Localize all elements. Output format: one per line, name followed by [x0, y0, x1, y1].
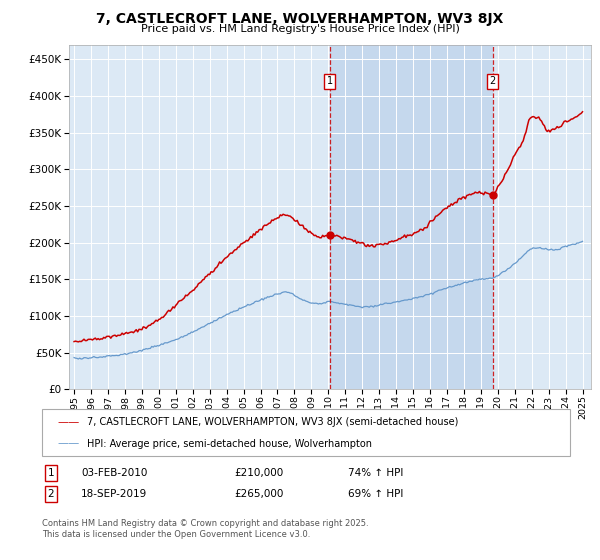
Text: 1: 1	[47, 468, 55, 478]
Text: 74% ↑ HPI: 74% ↑ HPI	[348, 468, 403, 478]
Text: 69% ↑ HPI: 69% ↑ HPI	[348, 489, 403, 499]
Text: 2: 2	[47, 489, 55, 499]
Text: Price paid vs. HM Land Registry's House Price Index (HPI): Price paid vs. HM Land Registry's House …	[140, 24, 460, 34]
Text: £210,000: £210,000	[234, 468, 283, 478]
Text: 1: 1	[326, 76, 333, 86]
Text: ——: ——	[57, 438, 79, 449]
Text: 18-SEP-2019: 18-SEP-2019	[81, 489, 147, 499]
Bar	[329, 45, 493, 389]
Text: £265,000: £265,000	[234, 489, 283, 499]
Text: HPI: Average price, semi-detached house, Wolverhampton: HPI: Average price, semi-detached house,…	[87, 438, 372, 449]
Text: Contains HM Land Registry data © Crown copyright and database right 2025.
This d: Contains HM Land Registry data © Crown c…	[42, 520, 368, 539]
Text: 2: 2	[490, 76, 496, 86]
Text: 7, CASTLECROFT LANE, WOLVERHAMPTON, WV3 8JX (semi-detached house): 7, CASTLECROFT LANE, WOLVERHAMPTON, WV3 …	[87, 417, 458, 427]
Text: 03-FEB-2010: 03-FEB-2010	[81, 468, 148, 478]
Text: 7, CASTLECROFT LANE, WOLVERHAMPTON, WV3 8JX: 7, CASTLECROFT LANE, WOLVERHAMPTON, WV3 …	[97, 12, 503, 26]
Text: ——: ——	[57, 417, 79, 427]
